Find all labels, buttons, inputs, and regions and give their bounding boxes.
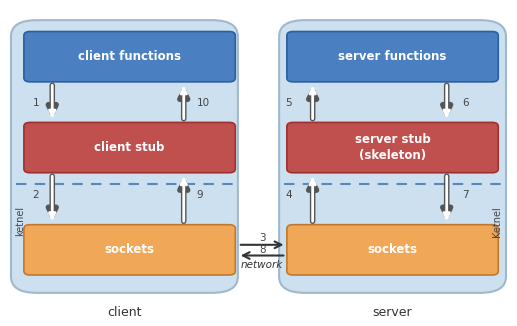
Text: server: server [373, 306, 413, 319]
Text: 8: 8 [259, 245, 265, 255]
Text: client functions: client functions [78, 50, 181, 63]
FancyBboxPatch shape [24, 32, 235, 82]
Text: client: client [107, 306, 142, 319]
FancyBboxPatch shape [11, 20, 238, 293]
Text: server stub
(skeleton): server stub (skeleton) [355, 133, 431, 162]
Text: sockets: sockets [368, 243, 418, 256]
FancyBboxPatch shape [287, 123, 498, 173]
FancyBboxPatch shape [24, 123, 235, 173]
Text: client stub: client stub [95, 141, 165, 154]
Text: 1: 1 [33, 98, 39, 108]
Text: 7: 7 [462, 190, 469, 200]
Text: 9: 9 [196, 190, 203, 200]
Text: ketnel: ketnel [16, 206, 25, 236]
Text: server functions: server functions [338, 50, 447, 63]
Text: Ketnel: Ketnel [492, 206, 501, 237]
Text: 4: 4 [285, 190, 292, 200]
FancyBboxPatch shape [279, 20, 506, 293]
FancyBboxPatch shape [287, 225, 498, 275]
Text: network: network [241, 260, 283, 270]
Text: 5: 5 [285, 98, 292, 108]
Text: 2: 2 [33, 190, 39, 200]
Text: 3: 3 [259, 233, 265, 243]
Text: 6: 6 [462, 98, 469, 108]
Text: sockets: sockets [104, 243, 155, 256]
FancyBboxPatch shape [24, 225, 235, 275]
FancyBboxPatch shape [287, 32, 498, 82]
Text: 10: 10 [196, 98, 210, 108]
